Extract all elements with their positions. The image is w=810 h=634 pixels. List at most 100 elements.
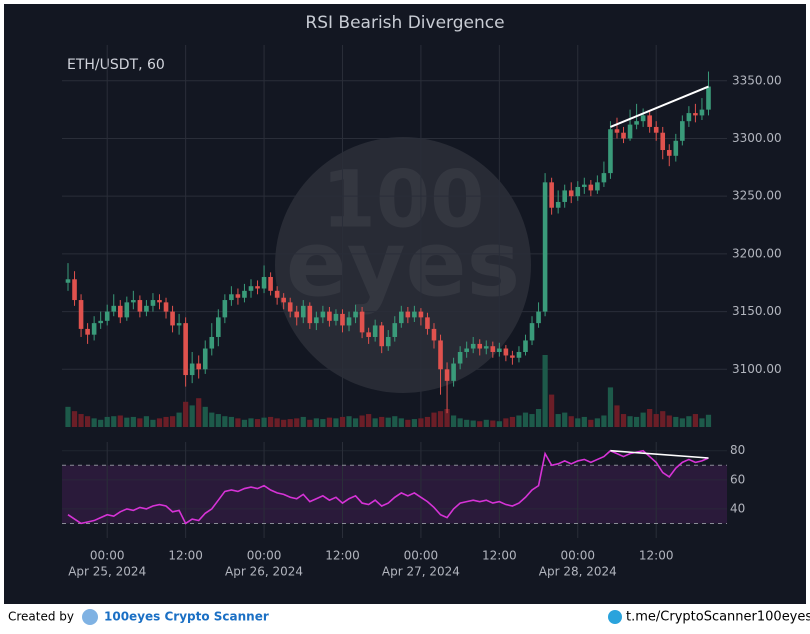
candle-body [314,317,319,324]
volume-bar [614,405,620,427]
candle-body [137,300,143,312]
candle-body [268,276,273,291]
x-tick-label: 12:00 [168,549,203,563]
volume-bar [431,412,437,427]
candle-body [124,302,130,318]
candle-body [327,311,332,321]
candle-body [399,311,404,324]
y-tick-label: 3300.00 [732,131,782,145]
candle-body [235,294,241,298]
candle-body [346,317,352,326]
candle-body [379,325,385,347]
volume-bar [490,420,496,427]
volume-bar [267,416,274,427]
candle-body [176,323,182,326]
candle-body [216,317,221,337]
volume-bar [169,416,176,427]
candle-body [614,129,620,133]
candle-body [353,311,358,318]
candle-body [673,140,679,156]
volume-bar [568,416,574,427]
volume-bar [692,414,699,427]
candle-body [568,190,574,197]
volume-bar [222,416,228,427]
candle-body [680,121,685,141]
candle-body [595,182,600,191]
volume-bar [143,416,150,427]
candle-body [470,343,476,349]
volume-bar [104,416,110,427]
volume-bar [287,419,293,427]
candle-body [529,323,535,341]
rsi-tick-label: 60 [730,472,745,486]
volume-bar [333,418,339,427]
volume-bar [117,415,123,427]
candle-body [117,305,123,318]
y-tick-label: 3100.00 [732,362,782,376]
volume-bar [84,416,91,427]
candle-body [163,302,169,312]
volume-bar [339,416,346,427]
volume-bar [300,416,306,427]
volume-bar [673,416,679,427]
candle-body [699,109,705,116]
x-date-label: Apr 25, 2024 [68,565,146,579]
candle-body [438,340,443,370]
volume-bar [124,417,130,427]
volume-bar [620,414,627,427]
x-tick-label: 12:00 [639,549,674,563]
footer-link[interactable]: t.me/CryptoScanner100eyes [626,610,810,625]
volume-bar [320,419,326,427]
volume-bar [261,417,267,427]
volume-bar [660,411,666,427]
candle-body [503,348,509,356]
candle-body [425,317,430,329]
candle-body [183,323,188,376]
volume-bar [509,416,516,427]
volume-bar [529,414,535,427]
candle-body [170,311,175,326]
candle-body [111,305,117,312]
volume-bar [588,419,594,427]
volume-bar [98,419,104,427]
symbol-label: ETH/USDT, 60 [67,57,165,73]
volume-bar [444,409,450,427]
volume-bar [359,415,365,427]
volume-bar [78,414,84,427]
y-tick-label: 3250.00 [732,189,782,203]
candle-body [483,346,489,349]
candle-body [418,311,424,318]
x-date-label: Apr 28, 2024 [539,565,617,579]
candle-body [555,201,561,208]
candle-body [412,311,417,318]
candle-body [209,336,215,349]
candle-body [150,300,156,306]
volume-bar [254,419,261,427]
volume-bar [294,418,300,427]
divergence-rsi [610,449,709,459]
candle-body [242,290,247,298]
volume-bar [385,417,391,427]
volume-bar [686,416,692,427]
candle-body [686,113,692,122]
footer-brand[interactable]: 100eyes Crypto Scanner [104,610,269,624]
candle-body [307,305,313,324]
volume-bar [666,415,672,427]
volume-bar [150,419,156,427]
watermark-text: eyes [286,212,520,317]
volume-bar [91,418,97,427]
volume-bar [477,421,483,427]
volume-bar [503,418,509,427]
volume-bar [647,409,653,427]
volume-bar [549,394,555,427]
volume-bar [699,418,705,427]
volume-bar [196,398,202,427]
candle-body [477,343,483,349]
footer-created: Created by [8,610,74,624]
candle-body [261,276,267,289]
volume-bar [679,418,685,427]
volume-bar [248,418,254,427]
volume-bar [241,419,248,427]
volume-bar [366,414,372,427]
